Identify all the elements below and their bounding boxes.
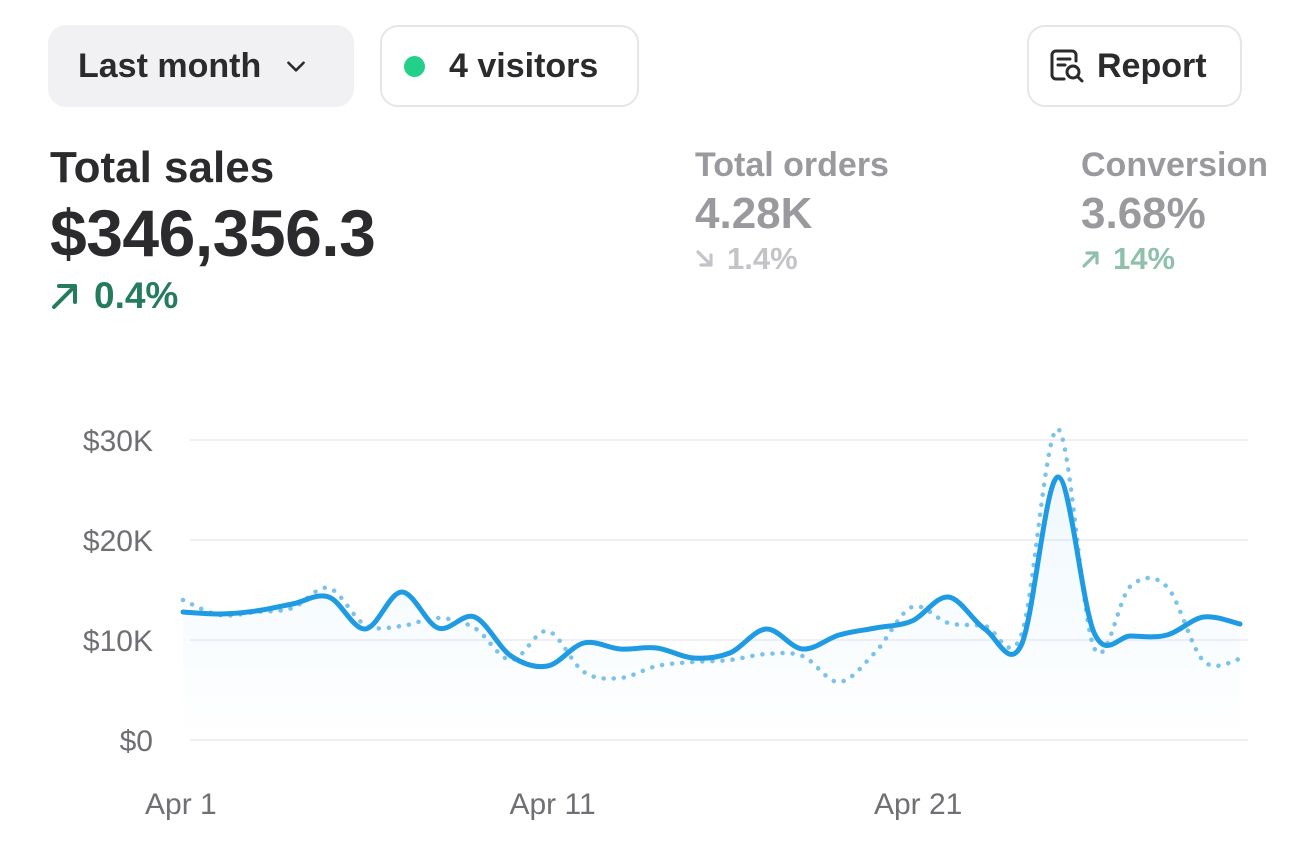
total-sales-metric[interactable]: Total sales $346,356.3 0.4%: [50, 143, 376, 317]
total-orders-delta-value: 1.4%: [727, 241, 798, 276]
date-range-dropdown[interactable]: Last month: [48, 25, 354, 107]
visitors-label: 4 visitors: [449, 46, 599, 85]
live-visitors-badge[interactable]: 4 visitors: [380, 25, 639, 107]
y-tick-label: $0: [120, 725, 153, 758]
arrow-up-right-icon: [1082, 251, 1099, 268]
total-sales-delta-value: 0.4%: [94, 275, 179, 316]
series-line-current: [180, 474, 1243, 670]
x-tick-label: Apr 21: [874, 788, 962, 821]
x-tick-label: Apr 11: [509, 788, 595, 821]
total-orders-value: 4.28K: [695, 189, 813, 238]
report-label: Report: [1097, 46, 1207, 85]
y-tick-label: $20K: [83, 525, 153, 558]
total-orders-delta: 1.4%: [695, 241, 889, 277]
total-sales-value: $346,356.3: [50, 196, 376, 270]
report-search-icon: [1050, 49, 1084, 83]
live-dot-icon: [404, 55, 425, 77]
sales-line-chart: $0 $10K $20K $30K Apr 1 Apr 11 Apr 21: [83, 425, 1248, 821]
chevron-down-icon: [287, 61, 306, 72]
series-area: [183, 476, 1240, 740]
conversion-delta-value: 14%: [1113, 241, 1176, 276]
total-orders-label: Total orders: [695, 146, 889, 184]
total-sales-label: Total sales: [50, 143, 275, 192]
total-sales-delta: 0.4%: [50, 275, 375, 317]
x-tick-label: Apr 1: [145, 788, 217, 821]
date-range-label: Last month: [78, 46, 262, 85]
report-button[interactable]: Report: [1027, 25, 1242, 107]
conversion-metric[interactable]: Conversion 3.68% 14%: [1081, 146, 1268, 277]
y-tick-label: $30K: [83, 425, 153, 458]
arrow-down-right-icon: [696, 250, 713, 267]
total-orders-metric[interactable]: Total orders 4.28K 1.4%: [695, 146, 889, 277]
arrow-up-right-icon: [52, 284, 77, 309]
conversion-value: 3.68%: [1081, 189, 1206, 238]
conversion-delta: 14%: [1081, 241, 1268, 277]
y-tick-label: $10K: [83, 625, 153, 658]
conversion-label: Conversion: [1081, 146, 1269, 184]
